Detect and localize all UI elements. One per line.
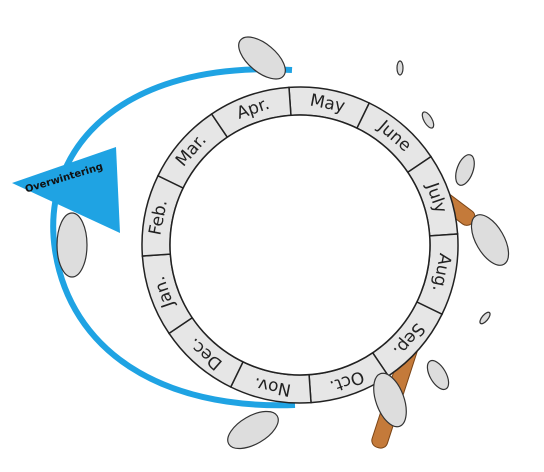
life-cycle-diagram: Overwintering MayJuneJulyAug.Sep.Oct.Nov… bbox=[0, 0, 544, 472]
ring-inner bbox=[170, 115, 430, 375]
month-ring: MayJuneJulyAug.Sep.Oct.Nov.Dec.Jan.Feb.M… bbox=[142, 87, 458, 403]
